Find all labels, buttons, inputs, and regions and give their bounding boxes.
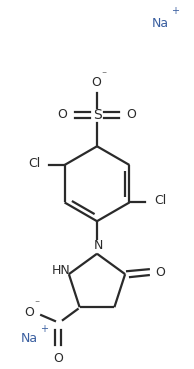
Text: O: O <box>24 306 34 319</box>
Text: O: O <box>91 76 101 89</box>
Text: +: + <box>40 324 48 334</box>
Text: ⁻: ⁻ <box>101 70 107 80</box>
Text: O: O <box>126 108 136 121</box>
Text: S: S <box>93 108 101 122</box>
Text: N: N <box>93 239 103 252</box>
Text: Cl: Cl <box>28 156 40 169</box>
Text: O: O <box>156 266 165 279</box>
Text: Na: Na <box>20 332 38 345</box>
Text: HN: HN <box>52 264 70 277</box>
Text: +: + <box>171 6 179 16</box>
Text: Cl: Cl <box>154 194 166 207</box>
Text: ⁻: ⁻ <box>35 299 40 309</box>
Text: Na: Na <box>152 17 169 30</box>
Text: O: O <box>53 352 63 365</box>
Text: O: O <box>58 108 68 121</box>
